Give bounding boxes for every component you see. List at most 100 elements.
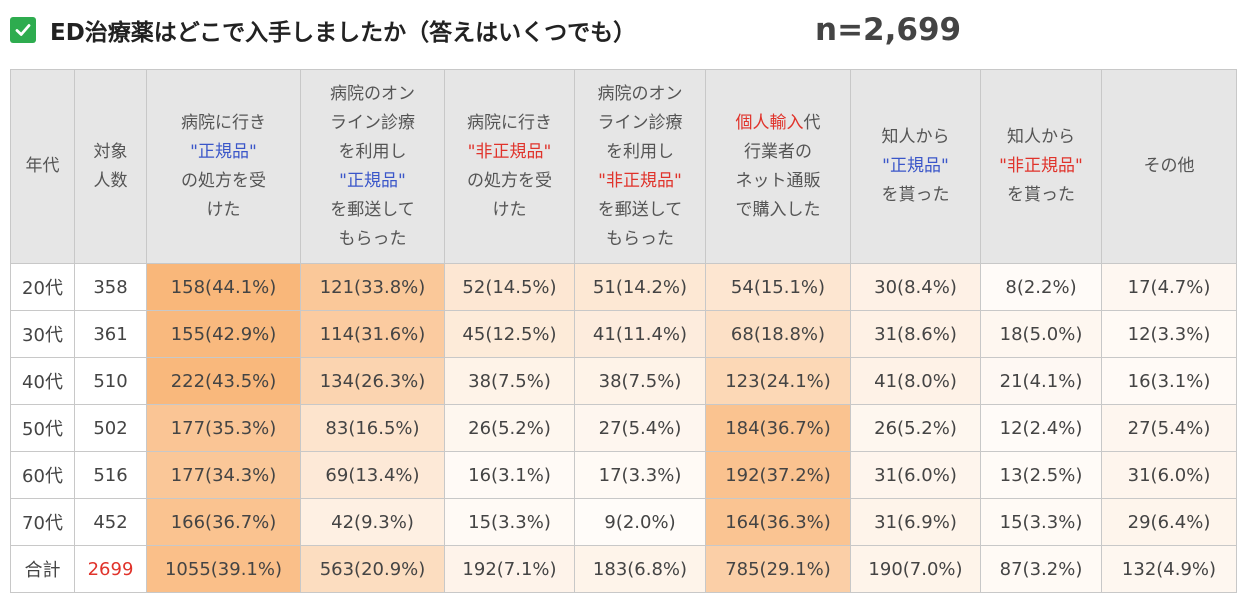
header-line: 行業者の bbox=[707, 138, 850, 167]
value-cell: 83(16.5%) bbox=[300, 404, 445, 452]
value-cell: 38(7.5%) bbox=[444, 357, 575, 405]
value-cell: 18(5.0%) bbox=[980, 310, 1102, 358]
column-header-7: 知人から "正規品" を貰った bbox=[850, 69, 981, 264]
count-cell: 361 bbox=[74, 310, 147, 358]
count-cell: 502 bbox=[74, 404, 147, 452]
column-header-5: 病院のオンライン診療を利用し "非正規品" を郵送してもらった bbox=[574, 69, 706, 264]
value-cell: 45(12.5%) bbox=[444, 310, 575, 358]
header-line: を利用し bbox=[576, 138, 705, 167]
table-row: 60代 516 177(34.3%) 69(13.4%) 16(3.1%) 17(3.3%… bbox=[10, 451, 1237, 499]
header-text: 人数 bbox=[93, 170, 128, 191]
value-cell: 177(35.3%) bbox=[146, 404, 301, 452]
value-cell: 38(7.5%) bbox=[574, 357, 706, 405]
header-text: "正規品" bbox=[882, 156, 949, 176]
age-cell: 50代 bbox=[10, 404, 75, 452]
header-text: 年代 bbox=[25, 156, 60, 176]
value-cell: 192(37.2%) bbox=[705, 451, 851, 499]
header-line: を郵送して bbox=[576, 196, 705, 225]
value-cell: 114(31.6%) bbox=[300, 310, 445, 358]
data-table: 年代 対象 人数 病院に行き "正規品" の処方を受 けた 病院のオン ライン診療 を利用し "正規… bbox=[10, 69, 1237, 593]
value-cell: 121(33.8%) bbox=[300, 263, 445, 311]
header-line: けた bbox=[446, 196, 574, 225]
header-line: 病院に行き bbox=[446, 109, 574, 138]
value-cell: 222(43.5%) bbox=[146, 357, 301, 405]
age-cell: 合計 bbox=[10, 545, 75, 593]
header-text: "非正規品" bbox=[598, 170, 682, 191]
value-cell: 31(6.9%) bbox=[850, 498, 981, 546]
header-text: 病院のオン bbox=[330, 83, 415, 104]
count-cell: 516 bbox=[74, 451, 147, 499]
header-line: ライン診療 bbox=[576, 109, 705, 138]
column-header-0: 年代 bbox=[10, 69, 75, 264]
column-header-4: 病院に行き "非正規品" の処方を受けた bbox=[444, 69, 575, 264]
table-body: 20代 358 158(44.1%) 121(33.8%) 52(14.5%) 51(14… bbox=[10, 263, 1237, 593]
value-cell: 132(4.9%) bbox=[1101, 545, 1237, 593]
value-cell: 21(4.1%) bbox=[980, 357, 1102, 405]
value-cell: 87(3.2%) bbox=[980, 545, 1102, 593]
count-cell: 510 bbox=[74, 357, 147, 405]
age-cell: 60代 bbox=[10, 451, 75, 499]
age-cell: 70代 bbox=[10, 498, 75, 546]
header-line: "正規品" bbox=[852, 152, 980, 181]
header-text: "正規品" bbox=[339, 170, 406, 191]
value-cell: 27(5.4%) bbox=[574, 404, 706, 452]
header-text: を郵送して bbox=[597, 199, 683, 220]
header-text: を利用し bbox=[338, 141, 407, 162]
value-cell: 42(9.3%) bbox=[300, 498, 445, 546]
value-cell: 123(24.1%) bbox=[705, 357, 851, 405]
value-cell: 17(4.7%) bbox=[1101, 263, 1237, 311]
header-text: 対象 bbox=[93, 141, 128, 162]
value-cell: 29(6.4%) bbox=[1101, 498, 1237, 546]
header-text: "非正規品" bbox=[999, 156, 1083, 176]
header-text: 病院のオン bbox=[597, 83, 683, 104]
value-cell: 8(2.2%) bbox=[980, 263, 1102, 311]
header-row: 年代 対象 人数 病院に行き "正規品" の処方を受 けた 病院のオン ライン診療 を利用し "正規… bbox=[10, 69, 1237, 264]
header-text: を利用し bbox=[606, 141, 674, 162]
value-cell: 183(6.8%) bbox=[574, 545, 706, 593]
value-cell: 1055(39.1%) bbox=[146, 545, 301, 593]
value-cell: 16(3.1%) bbox=[1101, 357, 1237, 405]
header-line: もらった bbox=[302, 225, 444, 254]
title-row: ED治療薬はどこで入手しましたか（答えはいくつでも） n=2,699 bbox=[10, 8, 1240, 52]
header-line: "非正規品" bbox=[576, 167, 705, 196]
count-cell: 452 bbox=[74, 498, 147, 546]
value-cell: 9(2.0%) bbox=[574, 498, 706, 546]
header-text: を郵送して bbox=[330, 199, 415, 220]
header-line: ネット通販 bbox=[707, 167, 850, 196]
value-cell: 41(11.4%) bbox=[574, 310, 706, 358]
value-cell: 31(8.6%) bbox=[850, 310, 981, 358]
table-row: 70代 452 166(36.7%) 42(9.3%) 15(3.3%) 9(2.0%) 1… bbox=[10, 498, 1237, 546]
header-text: ライン診療 bbox=[330, 112, 415, 133]
header-text: を貰った bbox=[881, 185, 950, 205]
header-line: 個人輸入代 bbox=[707, 109, 850, 138]
value-cell: 164(36.3%) bbox=[705, 498, 851, 546]
value-cell: 17(3.3%) bbox=[574, 451, 706, 499]
value-cell: 563(20.9%) bbox=[300, 545, 445, 593]
header-text: 病院に行き bbox=[467, 112, 552, 133]
value-cell: 190(7.0%) bbox=[850, 545, 981, 593]
header-text: けた bbox=[492, 199, 527, 220]
header-text: 行業者の bbox=[744, 141, 812, 162]
value-cell: 12(3.3%) bbox=[1101, 310, 1237, 358]
header-text: もらった bbox=[606, 228, 674, 249]
header-line: その他 bbox=[1103, 152, 1236, 181]
header-line: 知人から bbox=[852, 123, 980, 152]
value-cell: 13(2.5%) bbox=[980, 451, 1102, 499]
checkbox-icon bbox=[10, 17, 36, 43]
value-cell: 27(5.4%) bbox=[1101, 404, 1237, 452]
table-row: 40代 510 222(43.5%) 134(26.3%) 38(7.5%) 38(7.5… bbox=[10, 357, 1237, 405]
value-cell: 166(36.7%) bbox=[146, 498, 301, 546]
column-header-2: 病院に行き "正規品" の処方を受 けた bbox=[146, 69, 301, 264]
header-line: もらった bbox=[576, 225, 705, 254]
value-cell: 15(3.3%) bbox=[980, 498, 1102, 546]
header-line: "非正規品" bbox=[446, 138, 574, 167]
value-cell: 155(42.9%) bbox=[146, 310, 301, 358]
header-line: の処方を受 bbox=[446, 167, 574, 196]
header-line: ライン診療 bbox=[302, 109, 444, 138]
header-line: 病院のオン bbox=[576, 80, 705, 109]
sample-size: n=2,699 bbox=[815, 12, 962, 48]
header-line: の処方を受 bbox=[148, 167, 300, 196]
value-cell: 785(29.1%) bbox=[705, 545, 851, 593]
value-cell: 16(3.1%) bbox=[444, 451, 575, 499]
age-cell: 30代 bbox=[10, 310, 75, 358]
